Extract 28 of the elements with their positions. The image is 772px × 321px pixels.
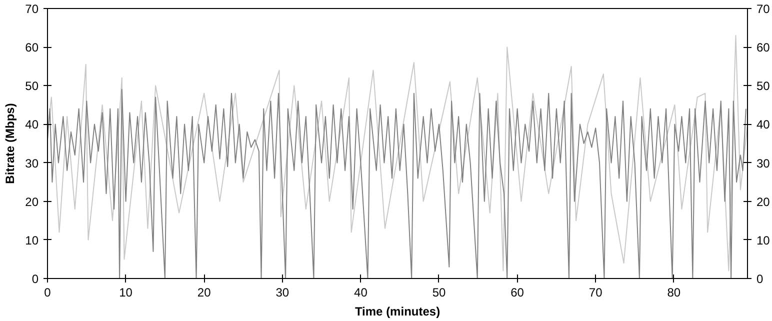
y2-tick-label: 0 <box>756 272 764 286</box>
x-tick-label: 60 <box>510 286 524 300</box>
x-tick-label: 50 <box>432 286 446 300</box>
x-tick-label: 40 <box>354 286 368 300</box>
y2-tick-label: 40 <box>756 118 770 132</box>
x-axis-title: Time (minutes) <box>354 304 440 318</box>
x-tick-label: 0 <box>44 286 52 300</box>
x-tick-label: 20 <box>197 286 212 300</box>
y-tick-label: 0 <box>32 272 39 286</box>
y2-tick-label: 10 <box>756 233 770 248</box>
y2-tick-label: 30 <box>756 156 770 170</box>
y-tick-label: 20 <box>25 194 39 209</box>
y-axis-title: Bitrate (Mbps) <box>3 103 18 184</box>
y-tick-label: 70 <box>25 2 39 16</box>
x-tick-label: 70 <box>588 286 603 300</box>
y-tick-label: 30 <box>25 156 39 170</box>
x-tick-label: 10 <box>119 286 133 300</box>
y-tick-label: 10 <box>25 233 39 248</box>
y-tick-label: 50 <box>25 79 39 94</box>
x-tick-label: 30 <box>276 286 290 300</box>
y2-tick-label: 20 <box>756 194 770 209</box>
y2-tick-label: 50 <box>756 79 770 94</box>
y-tick-label: 60 <box>25 40 39 55</box>
y-tick-label: 40 <box>25 118 39 132</box>
x-tick-label: 80 <box>667 286 681 300</box>
y2-tick-label: 60 <box>756 40 770 55</box>
y2-tick-label: 70 <box>756 2 770 16</box>
line-series <box>48 35 748 272</box>
